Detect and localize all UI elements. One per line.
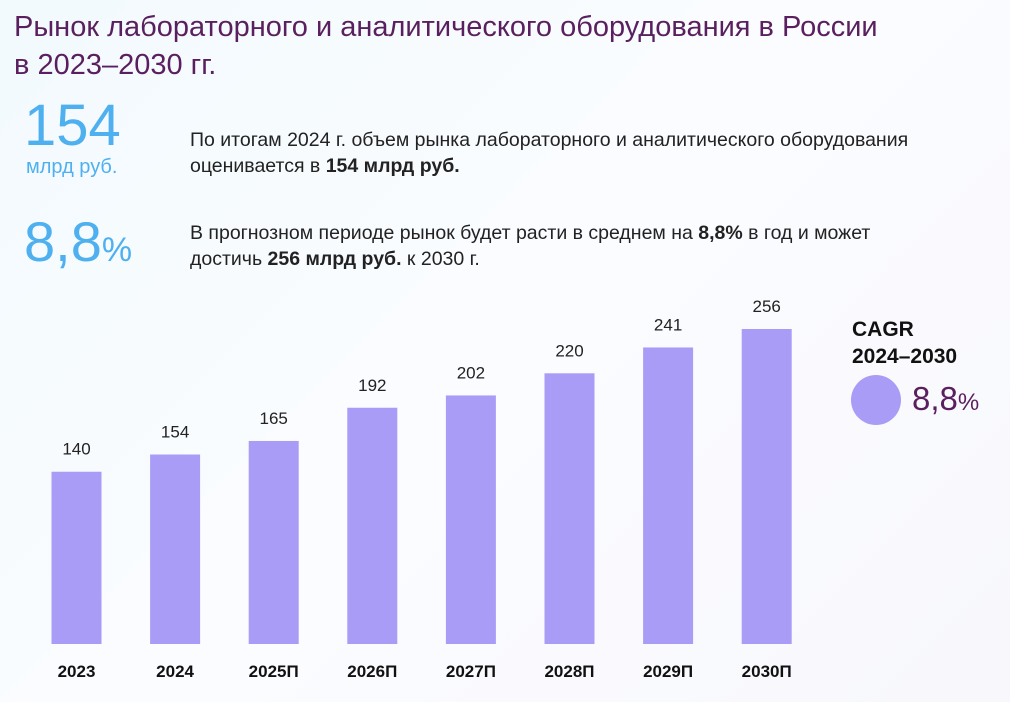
cagr-value: 8,8% [912,380,979,418]
title-line-1: Рынок лабораторного и аналитического обо… [14,11,878,43]
bar [150,454,201,644]
bar [248,440,299,644]
x-tick-label: 2024 [156,662,194,681]
x-tick-label: 2023 [58,662,96,681]
x-tick-label: 2030П [742,662,792,681]
kpi-growth-number: 8,8 [24,210,102,273]
data-label: 154 [161,423,189,442]
x-tick-label: 2028П [544,662,594,681]
kpi-growth-description: В прогнозном периоде рынок будет расти в… [190,220,930,272]
desc-text: в год и может достичь [190,222,871,270]
desc-text: По итогам 2024 г. объем рынка лабораторн… [190,129,909,177]
kpi-market-description: По итогам 2024 г. объем рынка лабораторн… [190,127,930,179]
title-line-2: в 2023–2030 гг. [14,49,217,81]
kpi-growth-unit: % [101,231,133,269]
data-label: 241 [654,315,682,334]
x-tick-label: 2029П [643,662,693,681]
bar [544,373,595,644]
data-label: 140 [62,440,90,459]
page-title: Рынок лабораторного и аналитического обо… [14,8,878,84]
bar [347,407,398,644]
cagr-label: CAGR 2024–2030 [852,316,957,370]
kpi-growth-value: 8,8% [24,212,132,280]
cagr-number: 8,8 [912,380,958,417]
data-label: 220 [555,341,583,360]
bar [445,395,496,644]
bar [741,329,792,644]
x-tick-label: 2025П [249,662,299,681]
data-label: 202 [457,363,485,382]
desc-bold: 8,8% [698,222,743,244]
kpi-market-value: 154 [24,93,121,158]
bar [643,347,694,644]
cagr-label-line2: 2024–2030 [852,345,958,368]
desc-bold: 256 млрд руб. [267,248,402,270]
desc-bold: 154 млрд руб. [325,155,460,177]
x-tick-label: 2027П [446,662,496,681]
kpi-market-unit: млрд руб. [26,156,118,178]
desc-text: к 2030 г. [401,248,480,270]
desc-text: В прогнозном периоде рынок будет расти в… [190,222,699,244]
cagr-unit: % [957,389,980,416]
data-label: 165 [260,409,288,428]
x-tick-label: 2026П [347,662,397,681]
data-label: 256 [753,297,781,316]
cagr-label-line1: CAGR [852,318,914,341]
data-label: 192 [358,376,386,395]
bar [51,471,102,644]
cagr-circle-icon [851,375,901,425]
